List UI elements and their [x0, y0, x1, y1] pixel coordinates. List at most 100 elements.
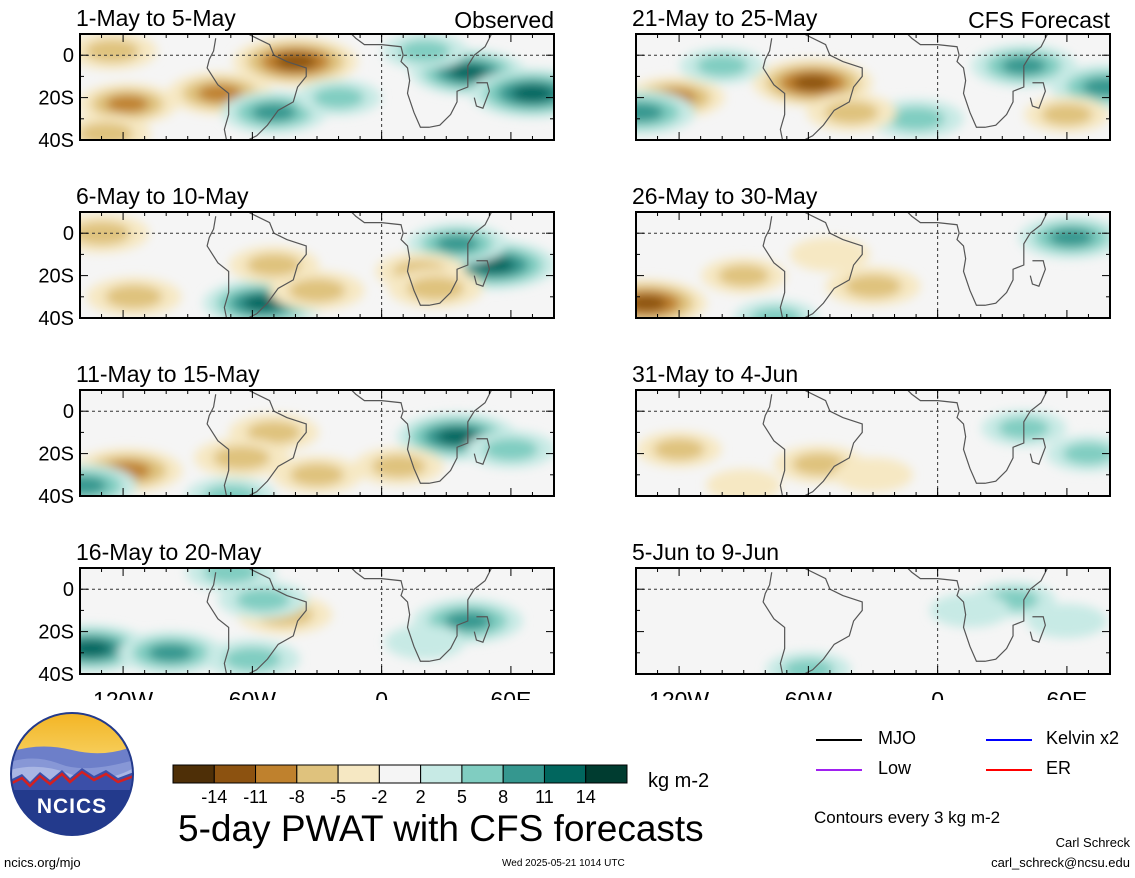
panel-title: 1-May to 5-May	[76, 5, 236, 31]
figure-title: 5-day PWAT with CFS forecasts	[178, 808, 704, 849]
anomaly-blob	[1062, 442, 1110, 465]
anomaly-blob	[105, 285, 163, 309]
coastlines	[206, 568, 493, 674]
coastlines	[206, 34, 493, 140]
footer-author: Carl Schreck	[1055, 835, 1130, 850]
x-tick-label: 0	[375, 687, 388, 700]
coastline	[906, 568, 1049, 662]
anomaly-blob	[384, 625, 465, 660]
colorbar-tick-label: 8	[498, 787, 509, 807]
coastline	[206, 34, 307, 140]
y-tick-label: 40S	[38, 664, 74, 686]
anomaly-blob	[80, 476, 107, 495]
coastline	[350, 568, 493, 662]
coastline	[906, 390, 1049, 484]
coastline	[350, 390, 493, 484]
panel: 31-May to 4-Jun	[632, 361, 1111, 497]
anomaly-blob	[80, 122, 133, 140]
coastline	[762, 212, 863, 318]
colorbar-swatch	[420, 764, 463, 784]
coastline	[206, 568, 307, 674]
anomaly-blob	[85, 39, 140, 63]
x-tick-label: 0	[931, 687, 944, 700]
anomaly-blob	[824, 101, 879, 124]
coastline	[473, 82, 490, 109]
colorbar-ticks: -14 -11 -8 -5 -2 2 5 8 11 14	[0, 787, 700, 811]
y-tick-label: 40S	[38, 486, 74, 508]
legend-line-mjo	[816, 739, 862, 741]
coastlines	[206, 212, 493, 318]
coastlines	[206, 390, 493, 496]
coastline	[762, 568, 863, 674]
anomaly-blob	[197, 84, 243, 103]
coastlines	[762, 212, 1049, 318]
y-tick-label: 0	[63, 579, 74, 601]
anomaly-blob	[511, 85, 554, 102]
anomaly-blob	[371, 455, 426, 478]
anomaly-blob	[147, 643, 193, 662]
anomaly-field	[636, 216, 1110, 318]
coastline	[762, 34, 863, 140]
coastline	[762, 390, 863, 496]
anomaly-blob	[1048, 228, 1094, 247]
coastline	[1029, 616, 1046, 643]
ncics-logo-text: NCICS	[36, 795, 108, 818]
panel-tag: Observed	[454, 7, 554, 33]
anomaly-blob	[203, 484, 258, 496]
x-tick-label: 60E	[1046, 687, 1087, 700]
y-tick-label: 20S	[38, 266, 74, 288]
y-tick-label: 0	[63, 223, 74, 245]
anomaly-blob	[844, 274, 902, 298]
y-tick-label: 20S	[38, 444, 74, 466]
panel-title: 21-May to 25-May	[632, 5, 818, 31]
y-tick-label: 20S	[38, 88, 74, 110]
anomaly-blob	[243, 295, 284, 312]
anomaly-blob	[706, 469, 782, 496]
anomaly-blob	[718, 264, 770, 287]
panel: 5-Jun to 9-Jun 120W 60W 0 60E	[632, 539, 1111, 700]
anomaly-blob	[653, 438, 705, 461]
colorbar-swatch	[378, 764, 422, 784]
panel-title: 16-May to 20-May	[76, 539, 262, 565]
legend-line-kelvin	[986, 739, 1032, 741]
panel-title: 31-May to 4-Jun	[632, 361, 798, 387]
panel: 21-May to 25-May CFS Forecast	[632, 5, 1111, 141]
colorbar-swatch	[543, 764, 587, 784]
anomaly-blob	[789, 237, 870, 272]
colorbar-swatch	[585, 764, 628, 784]
anomaly-field	[80, 413, 554, 496]
anomaly-blob	[223, 647, 281, 671]
colorbar	[172, 764, 628, 784]
footer-timestamp: Wed 2025-05-21 1014 UTC	[502, 858, 625, 869]
anomaly-blob	[1041, 103, 1093, 126]
footer-website[interactable]: ncics.org/mjo	[4, 855, 81, 870]
colorbar-tick-label: 14	[575, 787, 596, 807]
coastline	[206, 212, 307, 318]
footer-email[interactable]: carl_schreck@ncsu.edu	[991, 855, 1130, 870]
colorbar-tick-label: -5	[330, 787, 347, 807]
anomaly-blob	[203, 568, 258, 584]
anomaly-blob	[696, 55, 748, 77]
anomaly-field	[765, 581, 1107, 674]
legend: MJO Kelvin x2 Low ER	[816, 728, 1135, 788]
colorbar-swatch	[255, 764, 298, 784]
anomaly-blob	[887, 107, 945, 131]
legend-line-er	[986, 769, 1032, 771]
coastline	[906, 34, 1049, 128]
legend-label-mjo: MJO	[878, 728, 916, 748]
colorbar-tick-label: -8	[288, 787, 305, 807]
colorbar-swatch	[337, 764, 380, 784]
coastline	[350, 212, 493, 306]
anomaly-blob	[437, 428, 478, 445]
anomaly-blob	[313, 86, 365, 109]
panel: 26-May to 30-May	[632, 183, 1111, 319]
coastline	[350, 34, 493, 128]
anomaly-blob	[833, 457, 913, 492]
x-tick-label: 120W	[649, 687, 709, 700]
y-tick-label: 20S	[38, 622, 74, 644]
ncics-logo: NCICS	[10, 712, 134, 836]
y-tick-label: 0	[63, 45, 74, 67]
